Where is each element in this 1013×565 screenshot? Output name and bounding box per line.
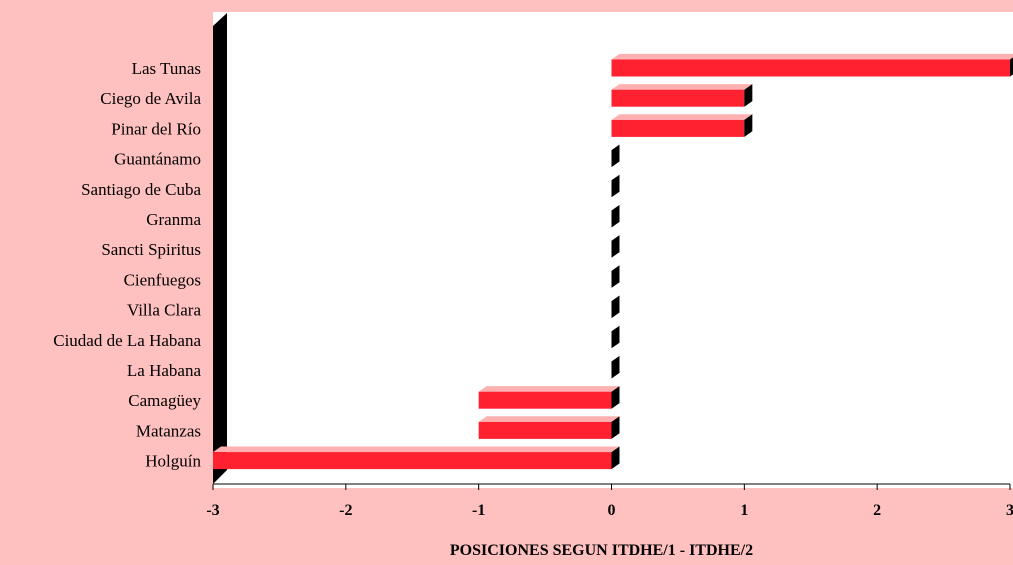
bar-side-face	[611, 355, 620, 379]
bars	[213, 53, 1013, 470]
category-label: Holguín	[145, 452, 201, 471]
bar	[213, 446, 620, 470]
left-3d-wall	[213, 13, 227, 484]
x-tick-label: -3	[206, 502, 219, 519]
bar-top-face	[611, 114, 753, 120]
category-label: Santiago de Cuba	[81, 180, 201, 199]
bar	[611, 174, 620, 198]
bar-front-face	[611, 119, 745, 137]
category-label: Pinar del Río	[111, 119, 201, 138]
bar	[611, 355, 620, 379]
bar-side-face	[611, 325, 620, 349]
x-tick-label: 3	[1006, 502, 1013, 519]
x-tick-label: 2	[873, 502, 881, 519]
category-labels: Las Tunas Ciego de Avila Pinar del Río Guan…	[53, 59, 201, 471]
bar-front-face	[213, 452, 612, 470]
bar	[611, 265, 620, 288]
bar-side-face	[744, 114, 753, 137]
bar	[611, 114, 753, 137]
category-label: Las Tunas	[132, 59, 201, 78]
category-label: Sancti Spiritus	[101, 240, 201, 259]
bar	[611, 84, 753, 107]
bar	[611, 53, 1013, 77]
bar-side-face	[611, 235, 620, 258]
category-label: Ciudad de La Habana	[53, 331, 201, 350]
category-label: Matanzas	[136, 421, 201, 440]
x-axis-title: POSICIONES SEGUN ITDHE/1 - ITDHE/2	[449, 542, 754, 559]
bar	[611, 325, 620, 349]
bar-side-face	[744, 84, 753, 107]
bar-top-face	[478, 416, 620, 422]
x-axis-tick-labels: -3 -2 -1 0 1 2 3	[206, 502, 1013, 519]
category-label: La Habana	[127, 361, 202, 380]
bar-side-face	[611, 265, 620, 288]
bar-side-face	[1010, 57, 1013, 77]
bar-top-face	[478, 386, 620, 392]
x-tick-label: -1	[472, 502, 485, 519]
bar-front-face	[478, 391, 612, 409]
category-label: Cienfuegos	[124, 270, 201, 289]
category-label: Villa Clara	[127, 301, 201, 320]
x-axis-ticks	[212, 484, 1011, 490]
bar-front-face	[478, 421, 612, 439]
bar-front-face	[611, 89, 745, 107]
bar	[478, 416, 620, 439]
category-label: Ciego de Avila	[100, 89, 201, 108]
category-label: Granma	[146, 210, 201, 229]
bar-side-face	[611, 295, 620, 319]
x-tick-label: 1	[740, 502, 748, 519]
category-label: Camagüey	[128, 391, 201, 410]
bar-side-face	[611, 174, 620, 198]
bar-top-face	[213, 446, 620, 453]
category-label: Guantánamo	[114, 150, 201, 169]
x-tick-label: 0	[608, 502, 616, 519]
bar-side-face	[611, 204, 620, 228]
bar	[611, 235, 620, 258]
bar-top-face	[611, 53, 1013, 60]
bar-side-face	[611, 386, 620, 409]
bar-top-face	[611, 84, 753, 90]
bar-front-face	[611, 59, 1010, 77]
bar-side-face	[611, 144, 620, 168]
bar	[611, 144, 620, 168]
bar	[611, 204, 620, 228]
bar-side-face	[611, 446, 620, 470]
bar-side-face	[611, 416, 620, 439]
x-tick-label: -2	[339, 502, 352, 519]
bar	[478, 386, 620, 409]
bar	[611, 295, 620, 319]
